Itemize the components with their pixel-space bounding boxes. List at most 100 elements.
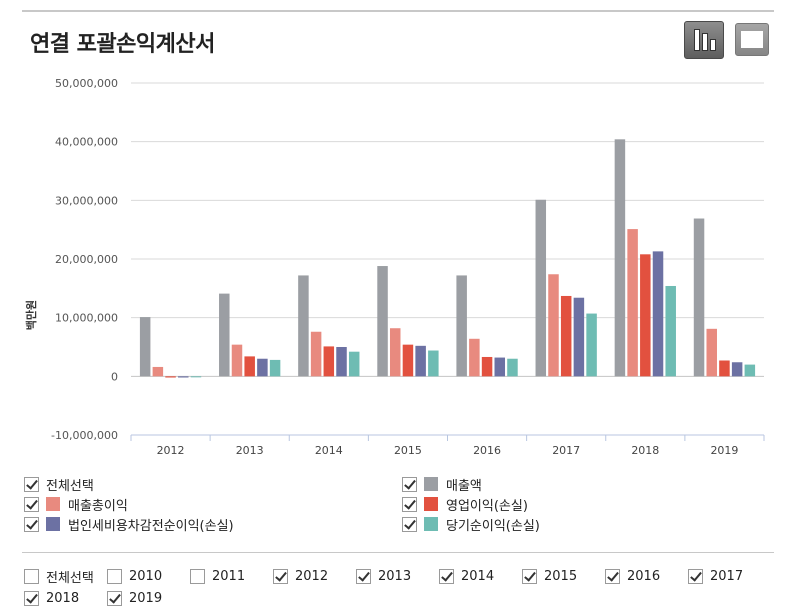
y-tick-label: 30,000,000 <box>55 194 118 207</box>
bar <box>548 274 559 377</box>
legend-label: 매출총이익 <box>68 498 128 514</box>
year-label: 2016 <box>627 568 661 584</box>
bar <box>139 317 151 377</box>
x-tick-label: 2013 <box>236 444 264 457</box>
bar <box>310 331 322 377</box>
year-select-all-checkbox[interactable] <box>24 568 39 584</box>
year-label: 2019 <box>129 590 163 606</box>
bar <box>348 351 360 377</box>
bar <box>219 293 230 377</box>
section-divider <box>22 552 774 553</box>
bar <box>428 350 439 377</box>
bar <box>706 328 717 377</box>
bar <box>573 297 585 377</box>
bar <box>719 360 730 377</box>
year-option-2012[interactable]: 2012 <box>273 566 328 586</box>
year-option-2017[interactable]: 2017 <box>688 566 743 586</box>
x-tick-label: 2019 <box>710 444 738 457</box>
y-tick-label: 10,000,000 <box>55 312 118 325</box>
year-label: 2013 <box>378 568 412 584</box>
legend-checkbox[interactable] <box>24 516 39 532</box>
year-checkbox[interactable] <box>605 568 620 584</box>
year-checkbox[interactable] <box>439 568 454 584</box>
year-checkbox[interactable] <box>522 568 537 584</box>
x-tick-label: 2017 <box>552 444 580 457</box>
legend-item-net-income[interactable]: 당기순이익(손실) <box>402 514 540 534</box>
bar <box>693 218 705 377</box>
y-tick-label: 40,000,000 <box>55 136 118 149</box>
legend-select-all[interactable]: 전체선택 <box>24 474 94 494</box>
x-tick-label: 2015 <box>394 444 422 457</box>
bar <box>298 275 309 377</box>
year-option-2010[interactable]: 2010 <box>107 566 162 586</box>
year-label: 2014 <box>461 568 495 584</box>
bar <box>231 344 243 377</box>
legend-item-pretax-income[interactable]: 법인세비용차감전순이익(손실) <box>24 514 234 534</box>
year-label: 2018 <box>46 590 80 606</box>
top-divider <box>22 10 774 12</box>
bar <box>627 229 638 377</box>
legend-checkbox[interactable] <box>402 516 417 532</box>
chart-bars <box>139 139 756 378</box>
year-checkbox[interactable] <box>190 568 205 584</box>
y-axis-ticks: -10,000,000 0 10,000,000 20,000,000 30,000,0… <box>51 77 118 442</box>
bar <box>744 364 756 377</box>
bar <box>244 356 255 377</box>
year-checkbox[interactable] <box>107 590 122 606</box>
year-select-all-label: 전체선택 <box>46 570 94 586</box>
year-select-all[interactable]: 전체선택 <box>24 566 94 586</box>
table-view-button[interactable] <box>735 23 769 56</box>
bar <box>323 346 335 377</box>
y-tick-label: 50,000,000 <box>55 77 118 90</box>
bar <box>402 344 414 377</box>
legend-checkbox[interactable] <box>402 496 417 512</box>
bar <box>640 254 651 377</box>
year-checkbox[interactable] <box>356 568 371 584</box>
bar-chart: -10,000,000 0 10,000,000 20,000,000 30,000,0… <box>24 77 765 457</box>
year-label: 2017 <box>710 568 744 584</box>
year-checkbox[interactable] <box>107 568 122 584</box>
year-option-2011[interactable]: 2011 <box>190 566 245 586</box>
year-option-2019[interactable]: 2019 <box>107 588 162 608</box>
x-tick-label: 2018 <box>631 444 659 457</box>
x-tick-label: 2012 <box>157 444 185 457</box>
year-label: 2011 <box>212 568 246 584</box>
legend-select-all-checkbox[interactable] <box>24 476 39 492</box>
legend-item-gross-profit[interactable]: 매출총이익 <box>24 494 128 514</box>
bar <box>190 376 202 378</box>
y-axis-label: 백만원 <box>24 300 38 330</box>
year-checkbox[interactable] <box>24 590 39 606</box>
legend-swatch <box>424 477 438 491</box>
legend-item-revenue[interactable]: 매출액 <box>402 474 482 494</box>
x-tick-label: 2016 <box>473 444 501 457</box>
legend-checkbox[interactable] <box>24 496 39 512</box>
year-checkbox[interactable] <box>688 568 703 584</box>
year-option-2013[interactable]: 2013 <box>356 566 411 586</box>
bar <box>178 376 189 378</box>
legend-checkbox[interactable] <box>402 476 417 492</box>
legend-select-all-label: 전체선택 <box>46 478 94 494</box>
bar <box>389 328 401 377</box>
bar <box>586 313 597 377</box>
bar <box>507 358 518 377</box>
bar <box>257 358 268 377</box>
legend-swatch <box>46 517 60 531</box>
year-option-2015[interactable]: 2015 <box>522 566 577 586</box>
year-label: 2015 <box>544 568 578 584</box>
bar <box>456 275 467 377</box>
year-checkbox[interactable] <box>273 568 288 584</box>
y-tick-label: 20,000,000 <box>55 253 118 266</box>
bar <box>377 266 388 377</box>
x-axis: 2012 2013 2014 2015 2016 2017 2018 2019 <box>130 434 765 457</box>
bar <box>494 357 506 377</box>
year-option-2018[interactable]: 2018 <box>24 588 79 608</box>
bar <box>165 376 176 378</box>
bar <box>415 345 426 377</box>
bar <box>481 356 493 377</box>
bar <box>665 285 676 377</box>
year-option-2016[interactable]: 2016 <box>605 566 660 586</box>
year-option-2014[interactable]: 2014 <box>439 566 494 586</box>
legend-label: 당기순이익(손실) <box>446 518 540 534</box>
chart-view-button[interactable] <box>684 21 724 59</box>
legend-item-operating-income[interactable]: 영업이익(손실) <box>402 494 528 514</box>
